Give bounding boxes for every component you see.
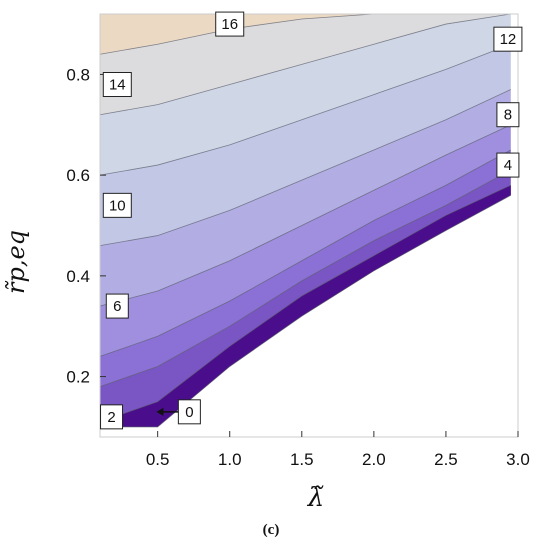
contour-label-0: 0 — [185, 404, 193, 421]
contour-band-lowest — [100, 185, 511, 427]
contour-label-box — [496, 102, 520, 128]
contour-band-10-12 — [100, 44, 511, 246]
x-tick-label: 0.5 — [146, 450, 170, 469]
plot-frame — [99, 13, 519, 438]
contour-label-6: 6 — [113, 298, 121, 315]
x-axis: 0.5 1.0 1.5 2.0 2.5 3.0 — [146, 431, 530, 469]
x-axis-title: λ̃ — [307, 483, 324, 513]
contour-label-2: 2 — [107, 409, 115, 426]
contour-label-12: 12 — [500, 31, 517, 48]
contour-line-14 — [99, 13, 511, 116]
contour-label-box — [100, 404, 124, 430]
contour-label-16: 16 — [221, 16, 238, 33]
contour-label-8: 8 — [504, 107, 512, 124]
y-tick-label: 0.6 — [66, 166, 90, 185]
contour-labels: 16 12 14 8 4 10 6 0 2 — [100, 11, 523, 430]
contour-band-12-14 — [100, 14, 511, 176]
contour-label-box — [496, 152, 520, 178]
figure-caption: (c) — [262, 522, 280, 538]
contour-label-14: 14 — [109, 77, 126, 94]
contour-label-box — [215, 11, 245, 37]
contour-lines — [99, 13, 511, 428]
contour-band-6-8 — [100, 124, 511, 357]
y-tick-label: 0.8 — [66, 65, 90, 84]
contour-band-top — [100, 14, 511, 55]
contour-line-8 — [99, 124, 511, 307]
y-axis-title: r̃p,eq — [2, 230, 30, 294]
contour-line-6 — [99, 149, 511, 357]
contour-band-2-4 — [100, 170, 511, 422]
contour-line-12 — [99, 43, 511, 176]
y-axis: 0.2 0.4 0.6 0.8 — [66, 65, 106, 387]
contour-band-8-10 — [100, 89, 511, 307]
x-tick-label: 2.5 — [434, 450, 458, 469]
contour-label-box — [493, 26, 523, 52]
contour-line-4 — [99, 169, 511, 388]
contour-band-4-6 — [100, 149, 511, 387]
contour-bands — [100, 14, 511, 427]
contour-line-2 — [99, 184, 511, 423]
contour-line-0 — [100, 194, 511, 428]
contour-label-10: 10 — [109, 197, 126, 214]
contour-zero-arrowhead — [156, 407, 164, 416]
y-tick-label: 0.4 — [66, 267, 90, 286]
x-tick-label: 1.5 — [290, 450, 314, 469]
contour-label-box — [102, 72, 132, 97]
contour-label-box — [102, 192, 132, 218]
x-tick-label: 3.0 — [506, 450, 530, 469]
x-tick-label: 1.0 — [218, 450, 242, 469]
contour-line-10 — [99, 89, 511, 247]
y-tick-label: 0.2 — [66, 368, 90, 387]
x-tick-label: 2.0 — [362, 450, 386, 469]
contour-label-4: 4 — [504, 157, 512, 174]
contour-label-box — [105, 293, 129, 319]
contour-band-14-16 — [100, 14, 511, 115]
